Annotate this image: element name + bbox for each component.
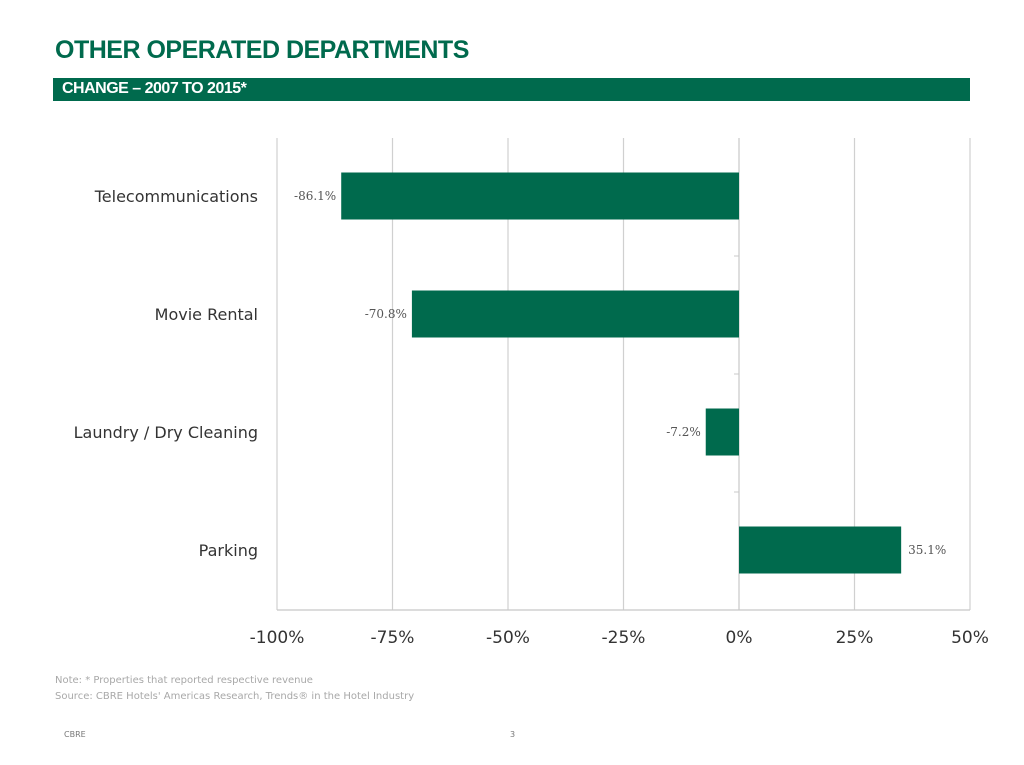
- x-tick-label: -50%: [486, 628, 530, 648]
- page-number: 3: [510, 730, 516, 739]
- source-note: Source: CBRE Hotels' Americas Research, …: [55, 691, 415, 702]
- category-label: Parking: [199, 541, 258, 560]
- data-label: -70.8%: [365, 307, 407, 321]
- footnote: Note: * Properties that reported respect…: [55, 675, 313, 686]
- category-label: Telecommunications: [94, 187, 258, 206]
- category-label: Movie Rental: [155, 305, 258, 324]
- x-tick-label: 50%: [951, 628, 989, 648]
- footer-brand: CBRE: [64, 730, 86, 739]
- subtitle-band: CHANGE – 2007 TO 2015*: [53, 78, 970, 101]
- x-tick-label: -25%: [602, 628, 646, 648]
- page-title: OTHER OPERATED DEPARTMENTS: [55, 36, 469, 64]
- x-tick-label: -75%: [371, 628, 415, 648]
- category-label: Laundry / Dry Cleaning: [74, 423, 258, 442]
- bar-laundry-dry-cleaning: [705, 408, 739, 456]
- x-tick-label: 25%: [836, 628, 874, 648]
- bar-telecommunications: [341, 172, 739, 220]
- data-label: -7.2%: [666, 425, 701, 439]
- x-tick-label: -100%: [250, 628, 305, 648]
- x-tick-label: 0%: [726, 628, 753, 648]
- data-label: 35.1%: [908, 543, 946, 557]
- bar-movie-rental: [411, 290, 739, 338]
- subtitle: CHANGE – 2007 TO 2015*: [62, 80, 247, 97]
- bar-parking: [739, 526, 902, 574]
- data-label: -86.1%: [294, 189, 336, 203]
